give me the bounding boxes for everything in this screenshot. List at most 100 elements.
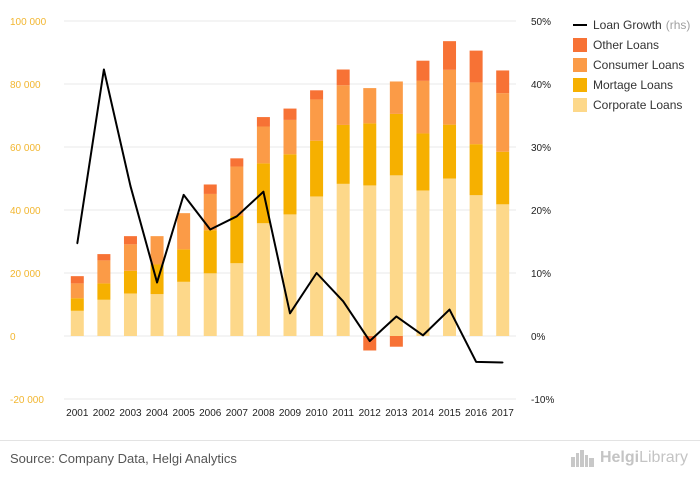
bar-segment-other-loans: [363, 336, 377, 351]
brand-name-part1: Helgi: [599, 449, 640, 466]
bar-segment-corporate-loans: [496, 204, 510, 336]
bar-segment-corporate-loans: [203, 273, 217, 336]
legend-label: Other Loans: [593, 38, 660, 52]
bar-segment-corporate-loans: [389, 175, 403, 336]
bar-segment-mortage-loans: [416, 133, 430, 191]
bar-segment-other-loans: [389, 336, 403, 347]
bar-segment-corporate-loans: [97, 299, 111, 336]
y-tick-label-right: 0%: [531, 332, 546, 343]
line-point: [501, 361, 504, 364]
line-point: [182, 194, 185, 196]
bar-segment-other-loans: [416, 60, 430, 81]
y-tick-label-left: -20 000: [10, 395, 44, 406]
y-tick-label-right: 10%: [531, 269, 551, 280]
bar-segment-mortage-loans: [283, 154, 297, 215]
bar-segment-other-loans: [336, 69, 350, 86]
bar-segment-corporate-loans: [310, 196, 324, 336]
brand-logo[interactable]: Helgi Library: [570, 449, 688, 467]
y-tick-label-right: 30%: [531, 143, 551, 154]
line-point: [368, 340, 371, 342]
x-tick-label: 2007: [226, 408, 249, 419]
x-tick-label: 2016: [465, 408, 488, 419]
bar-segment-mortage-loans: [310, 140, 324, 197]
legend-item-loan-growth: Loan Growth (rhs): [573, 15, 690, 35]
chart-legend: Loan Growth (rhs) Other Loans Consumer L…: [573, 15, 690, 115]
brand-name-part2: Library: [639, 449, 688, 466]
x-tick-label: 2006: [199, 408, 222, 419]
bar-segment-consumer-loans: [230, 166, 244, 216]
bar-segment-mortage-loans: [443, 124, 457, 179]
bar-segment-mortage-loans: [496, 151, 510, 205]
bar-segment-consumer-loans: [363, 88, 377, 124]
x-tick-label: 2017: [492, 408, 515, 419]
y-tick-label-right: 40%: [531, 80, 551, 91]
bar-segment-mortage-loans: [389, 113, 403, 176]
bar-segment-other-loans: [230, 158, 244, 167]
bar-segment-mortage-loans: [336, 124, 350, 184]
legend-item-mortage-loans: Mortage Loans: [573, 75, 690, 95]
bar-segment-consumer-loans: [496, 93, 510, 152]
legend-item-corporate-loans: Corporate Loans: [573, 95, 690, 115]
line-point: [289, 312, 291, 315]
bar-segment-corporate-loans: [469, 195, 483, 336]
line-point: [342, 300, 344, 303]
bar-segment-corporate-loans: [416, 190, 430, 336]
line-point: [315, 272, 318, 274]
bar-segment-consumer-loans: [389, 81, 403, 114]
legend-swatch-icon: [573, 38, 587, 52]
bar-segment-consumer-loans: [283, 119, 297, 155]
x-tick-label: 2009: [279, 408, 302, 419]
bar-segment-consumer-loans: [70, 283, 84, 299]
bar-segment-mortage-loans: [203, 230, 217, 274]
bar-segment-other-loans: [97, 254, 111, 261]
legend-label: Mortage Loans: [593, 78, 674, 92]
x-tick-label: 2010: [305, 408, 328, 419]
legend-label: Consumer Loans: [593, 58, 685, 72]
y-tick-label-right: 20%: [531, 206, 551, 217]
line-point: [76, 242, 79, 245]
line-point: [395, 315, 398, 318]
bar-segment-mortage-loans: [123, 270, 137, 294]
line-point: [209, 228, 212, 231]
bar-segment-consumer-loans: [203, 193, 217, 231]
bar-segment-corporate-loans: [443, 178, 457, 336]
bar-segment-corporate-loans: [363, 185, 377, 336]
bar-segment-consumer-loans: [97, 260, 111, 284]
bar-segment-other-loans: [203, 184, 217, 194]
bar-segment-other-loans: [123, 236, 137, 245]
city-skyline-icon: [570, 450, 594, 467]
legend-note: (rhs): [665, 18, 691, 32]
bar-segment-corporate-loans: [177, 281, 191, 336]
footer-divider: [0, 440, 700, 441]
bar-segment-mortage-loans: [177, 249, 191, 282]
bar-segment-consumer-loans: [150, 236, 164, 265]
bar-segment-other-loans: [310, 90, 324, 100]
bar-segment-other-loans: [283, 108, 297, 120]
bar-segment-mortage-loans: [469, 144, 483, 196]
legend-item-consumer-loans: Consumer Loans: [573, 55, 690, 75]
bar-segment-consumer-loans: [443, 69, 457, 125]
line-point: [262, 190, 265, 193]
x-tick-label: 2014: [412, 408, 435, 419]
bar-segment-consumer-loans: [469, 82, 483, 145]
bar-segment-consumer-loans: [256, 126, 270, 164]
bar-segment-consumer-loans: [416, 80, 430, 134]
x-tick-label: 2011: [332, 408, 354, 419]
y-tick-label-left: 20 000: [10, 269, 41, 280]
x-tick-label: 2015: [438, 408, 461, 419]
bar-segment-consumer-loans: [177, 213, 191, 250]
bar-segment-corporate-loans: [230, 263, 244, 336]
x-tick-label: 2005: [173, 408, 196, 419]
bar-segment-consumer-loans: [310, 99, 324, 141]
line-point: [422, 334, 424, 337]
line-point: [129, 185, 132, 187]
legend-label: Loan Growth: [593, 18, 662, 32]
line-point: [103, 68, 105, 71]
bar-segment-mortage-loans: [230, 215, 244, 264]
bar-segment-corporate-loans: [150, 294, 164, 336]
bar-segment-consumer-loans: [123, 244, 137, 271]
y-tick-label-left: 60 000: [10, 143, 41, 154]
bar-segment-corporate-loans: [123, 293, 137, 336]
